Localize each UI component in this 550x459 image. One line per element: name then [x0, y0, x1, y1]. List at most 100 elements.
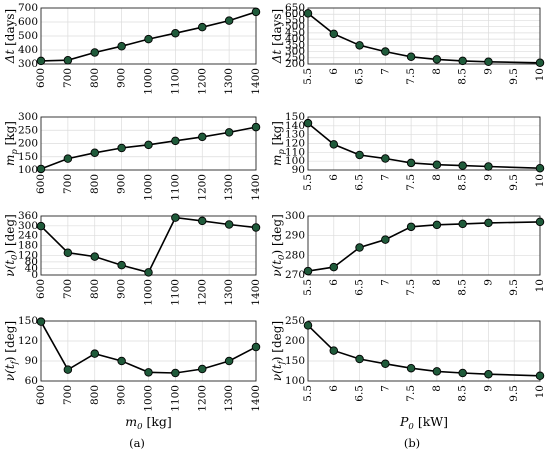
series-line — [307, 12, 541, 64]
data-point — [117, 41, 126, 51]
x-tick-label: 8 — [431, 279, 443, 286]
chart-b2: 5.5 6 6.5 7 7.5 8 8.5 9 9.5 10 9010011012013014015… — [270, 111, 546, 191]
y-tick-label: 250 — [285, 52, 305, 64]
data-point — [171, 28, 180, 38]
panel-label-b: (b) — [404, 436, 420, 450]
plot-frame — [40, 116, 257, 171]
x-tick-label: 7.5 — [405, 174, 417, 191]
y-tick-label: 150 — [285, 355, 305, 367]
data-point — [484, 369, 493, 379]
x-tick-label: 9 — [482, 174, 494, 181]
data-point — [432, 220, 442, 230]
y-tick-label: 90 — [25, 355, 38, 367]
x-tick-label: 6.5 — [354, 174, 366, 191]
y-axis-label: mp [kg] — [270, 121, 287, 166]
x-tick-label: 8.5 — [457, 279, 469, 296]
y-tick-label: 120 — [285, 138, 305, 150]
x-tick-label: 800 — [89, 279, 101, 299]
y-tick-label: 400 — [18, 44, 38, 56]
data-point — [355, 354, 364, 364]
data-point — [251, 342, 261, 352]
y-tick-label: 180 — [18, 240, 38, 252]
x-tick-label: 700 — [62, 174, 74, 194]
y-axis-label: mp [kg] — [3, 121, 20, 166]
data-point — [458, 219, 467, 229]
x-tick-label: 6 — [328, 385, 340, 392]
data-point — [329, 140, 339, 149]
y-tick-label: 80 — [25, 256, 38, 268]
y-tick-label: 500 — [285, 21, 305, 33]
chart-a4: 600 700 800 900 1000 1100 1200 1300 1400 60 90 120 1… — [3, 315, 262, 432]
plot-frame — [40, 7, 257, 65]
y-tick-label: 300 — [18, 220, 38, 232]
data-point — [406, 222, 416, 232]
x-tick-label: 600 — [35, 279, 47, 299]
x-tick-label: 1400 — [250, 68, 262, 95]
data-point — [36, 164, 46, 174]
y-axis-label: Δt [days] — [270, 9, 284, 64]
x-tick-label: 700 — [62, 385, 74, 405]
data-point — [171, 136, 180, 146]
x-tick-label: 1000 — [143, 385, 155, 412]
x-tick-label: 1400 — [250, 174, 262, 201]
data-point — [406, 158, 416, 168]
y-tick-label: 100 — [18, 164, 38, 176]
chart-a2: 600 700 800 900 1000 1100 1200 1300 1400 10015020… — [3, 111, 262, 201]
data-point — [197, 364, 207, 374]
data-point — [381, 154, 390, 163]
x-tick-label: 1300 — [223, 68, 235, 95]
y-tick-label: 150 — [18, 151, 38, 163]
data-point — [355, 41, 364, 50]
y-tick-label: 240 — [18, 230, 38, 242]
data-point — [432, 160, 442, 169]
x-tick-label: 1200 — [196, 68, 208, 95]
y-tick-label: 150 — [285, 111, 305, 123]
data-point — [303, 9, 313, 18]
data-point — [406, 363, 416, 373]
x-tick-label: 10 — [534, 68, 546, 81]
data-point — [144, 268, 153, 277]
x-tick-label: 1300 — [223, 279, 235, 306]
y-tick-label: 140 — [285, 120, 305, 132]
x-tick-label: 600 — [35, 68, 47, 88]
plot-frame — [307, 215, 541, 276]
data-point — [381, 235, 390, 244]
series-line — [307, 324, 541, 377]
x-tick-label: 1000 — [143, 279, 155, 306]
y-tick-label: 450 — [285, 27, 305, 39]
y-tick-label: 600 — [18, 16, 38, 28]
data-point — [90, 349, 99, 358]
data-point — [171, 368, 180, 378]
data-point — [224, 220, 234, 229]
data-point — [197, 132, 207, 142]
data-point — [90, 148, 99, 158]
y-tick-label: 120 — [18, 335, 38, 347]
data-point — [484, 57, 493, 67]
y-tick-label: 280 — [285, 249, 305, 261]
x-tick-label: 10 — [534, 385, 546, 398]
x-tick-label: 9.5 — [508, 174, 520, 191]
data-point — [224, 356, 234, 366]
x-tick-label: 6 — [328, 279, 340, 286]
data-point — [117, 356, 126, 366]
y-tick-label: 300 — [285, 46, 305, 58]
y-tick-label: 200 — [18, 138, 38, 150]
y-tick-label: 150 — [18, 315, 38, 327]
data-point — [303, 321, 313, 330]
x-tick-label: 8.5 — [457, 385, 469, 402]
y-tick-label: 600 — [285, 8, 305, 20]
x-tick-label: 10 — [534, 279, 546, 292]
data-point — [90, 252, 99, 261]
x-tick-label: 700 — [62, 279, 74, 299]
y-tick-label: 360 — [18, 210, 38, 222]
x-tick-label: 9.5 — [508, 385, 520, 402]
series-line — [307, 221, 541, 272]
y-tick-label: 700 — [18, 2, 38, 14]
data-point — [535, 371, 545, 381]
data-point — [63, 248, 73, 257]
y-tick-label: 110 — [285, 146, 305, 158]
data-point — [458, 161, 467, 170]
y-axis-label: Δt [days] — [3, 9, 17, 64]
data-point — [432, 367, 442, 376]
